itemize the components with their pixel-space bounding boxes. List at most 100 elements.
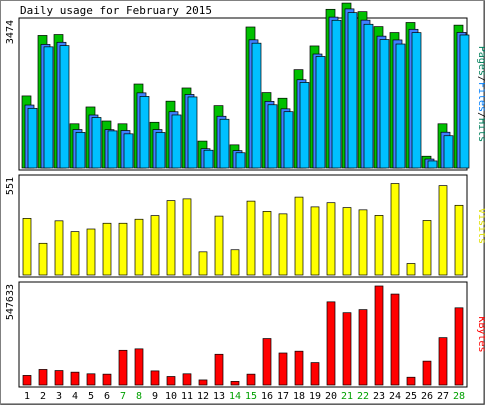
bar-kbytes xyxy=(438,337,448,386)
bar-kbytes xyxy=(198,379,208,386)
bar-pages xyxy=(139,96,150,169)
x-tick-label: 12 xyxy=(197,391,209,402)
x-tick-label: 4 xyxy=(72,391,78,402)
legend-entry: Files xyxy=(476,82,485,112)
panel-visits: 551 Visits xyxy=(5,174,485,278)
bar-visits xyxy=(214,215,224,276)
bar-visits xyxy=(342,207,352,276)
x-tick-label: 19 xyxy=(309,391,321,402)
bar-pages xyxy=(27,107,38,169)
bar-visits xyxy=(246,200,256,276)
x-tick-label: 17 xyxy=(277,391,289,402)
bar-pages xyxy=(315,56,326,169)
bar-pages xyxy=(379,39,390,169)
chart-panels: 3474Pages/Files/Hits551Visits547633KByte… xyxy=(5,2,485,388)
bar-visits xyxy=(102,222,112,276)
bar-kbytes xyxy=(406,376,416,386)
bar-visits xyxy=(22,218,32,276)
bar-kbytes xyxy=(150,370,160,386)
bar-visits xyxy=(390,183,400,276)
bar-pages xyxy=(363,23,374,169)
x-tick-label: 8 xyxy=(136,391,142,402)
y-max-label: 3474 xyxy=(5,20,16,44)
x-tick-label: 24 xyxy=(389,391,401,402)
bar-kbytes xyxy=(390,293,400,386)
bar-pages xyxy=(251,42,262,169)
bar-pages xyxy=(123,133,134,169)
panel-frame xyxy=(18,281,468,388)
bar-pages xyxy=(347,12,358,169)
y-max-label: 551 xyxy=(5,177,16,195)
bar-visits xyxy=(294,196,304,276)
bar-pages xyxy=(219,118,230,169)
bar-pages xyxy=(267,104,278,169)
bar-pages xyxy=(59,45,70,169)
bar-visits xyxy=(134,218,144,276)
bar-pages xyxy=(43,46,54,169)
legend-entry: Hits xyxy=(476,118,485,142)
x-tick-label: 15 xyxy=(245,391,257,402)
bar-pages xyxy=(155,132,166,169)
bar-pages xyxy=(427,160,438,169)
x-tick-label: 7 xyxy=(120,391,126,402)
y-max-label: 547633 xyxy=(5,284,16,320)
bar-kbytes xyxy=(246,373,256,386)
x-tick-label: 28 xyxy=(453,391,465,402)
x-tick-label: 13 xyxy=(213,391,225,402)
x-tick-label: 1 xyxy=(24,391,30,402)
x-tick-label: 21 xyxy=(341,391,353,402)
bar-visits xyxy=(374,215,384,276)
legend-entry: Visits xyxy=(476,208,485,244)
bar-kbytes xyxy=(86,373,96,386)
x-tick-label: 25 xyxy=(405,391,417,402)
x-tick-label: 6 xyxy=(104,391,110,402)
bar-visits xyxy=(454,204,464,276)
bar-kbytes xyxy=(310,362,320,386)
bar-kbytes xyxy=(294,350,304,386)
bar-kbytes xyxy=(214,353,224,386)
x-tick-label: 22 xyxy=(357,391,369,402)
bar-visits xyxy=(358,209,368,276)
panel-frame xyxy=(18,174,468,278)
bar-visits xyxy=(262,211,272,276)
bar-visits xyxy=(198,251,208,276)
bar-pages xyxy=(91,117,102,169)
bar-kbytes xyxy=(278,352,288,386)
bar-kbytes xyxy=(422,360,432,386)
x-tick-label: 5 xyxy=(88,391,94,402)
bar-kbytes xyxy=(134,348,144,386)
x-tick-label: 16 xyxy=(261,391,273,402)
bar-visits xyxy=(310,206,320,276)
x-tick-label: 10 xyxy=(165,391,177,402)
bar-pages xyxy=(187,96,198,169)
bar-pages xyxy=(331,19,342,169)
bar-pages xyxy=(299,82,310,169)
legend-entry: Pages xyxy=(476,46,485,76)
bar-pages xyxy=(203,149,214,169)
bar-kbytes xyxy=(454,307,464,386)
x-axis-labels: 1 2 3 4 5 6 7 8 9 10 11 12 13 14 15 16 17 18 19 20 21 22 23 24 2… xyxy=(24,391,465,402)
bar-kbytes xyxy=(230,381,240,386)
legend-entry: KBytes xyxy=(476,316,485,352)
bar-visits xyxy=(438,185,448,276)
bar-kbytes xyxy=(374,285,384,386)
bar-kbytes xyxy=(54,370,64,386)
x-tick-label: 2 xyxy=(40,391,46,402)
bar-visits xyxy=(422,220,432,276)
bar-pages xyxy=(171,114,182,169)
panel-legend: Pages/Files/Hits xyxy=(476,46,485,142)
x-tick-label: 20 xyxy=(325,391,337,402)
bar-visits xyxy=(86,228,96,276)
chart-title: Daily usage for February 2015 xyxy=(20,4,212,17)
bar-visits xyxy=(166,200,176,276)
bar-kbytes xyxy=(358,309,368,386)
x-tick-label: 18 xyxy=(293,391,305,402)
bar-pages xyxy=(107,130,118,169)
bar-visits xyxy=(278,213,288,276)
bar-visits xyxy=(326,202,336,276)
legend-entry: / xyxy=(476,76,485,82)
x-tick-label: 9 xyxy=(152,391,158,402)
bar-visits xyxy=(54,220,64,276)
bar-kbytes xyxy=(342,312,352,386)
